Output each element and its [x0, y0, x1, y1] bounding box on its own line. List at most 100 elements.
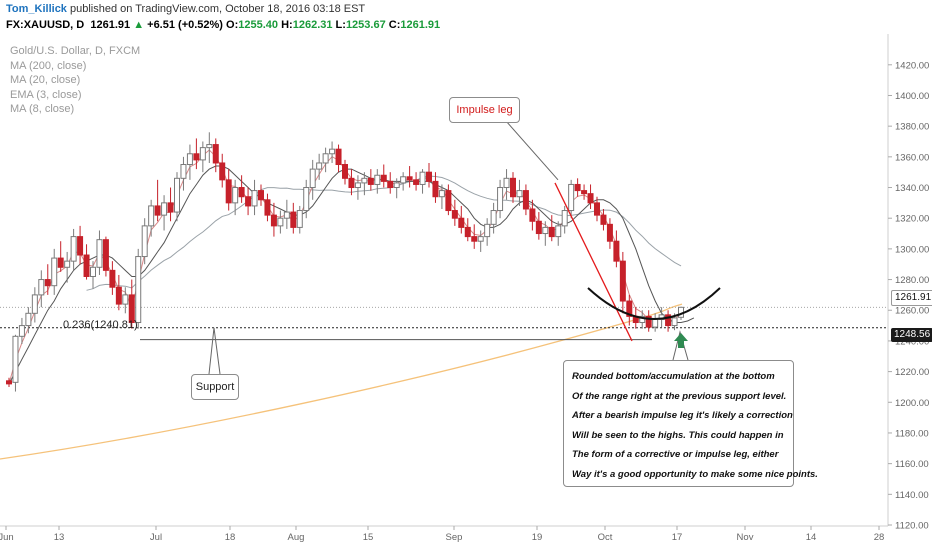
legend-ema3[interactable]: EMA (3, close) [10, 88, 82, 101]
candle-body [406, 176, 413, 181]
y-tick-label: 1120.00 [895, 521, 929, 532]
candle-body [232, 187, 239, 204]
close-value: 1261.91 [400, 19, 441, 31]
candle-body [212, 144, 219, 164]
candle-body [96, 239, 103, 268]
candle-body [516, 190, 523, 198]
candle-body [464, 226, 471, 238]
note-pointer [672, 330, 689, 361]
note-line: Of the range right at the previous suppo… [572, 390, 787, 402]
legend-ma20[interactable]: MA (20, close) [10, 74, 81, 86]
candle-body [626, 300, 633, 317]
candle-body [510, 177, 516, 198]
note-line: After a bearish impulse leg it's likely … [572, 410, 793, 422]
candle-body [613, 240, 620, 262]
candle-body [561, 210, 568, 227]
crosshair-price-tag: 1248.56 [891, 328, 932, 342]
x-tick-label: Jul [150, 532, 162, 543]
candle-body [322, 153, 329, 164]
support-pointer [208, 327, 221, 375]
axes: 1120.00 1140.00 1160.00 1180.00 1200.00 1220.… [0, 34, 929, 543]
level-lines [0, 306, 888, 341]
support-callout[interactable]: Support [191, 374, 239, 400]
note-line: The form of a corrective or impulse leg,… [572, 449, 779, 461]
legend-ma8[interactable]: MA (8, close) [10, 103, 75, 115]
candle-body [161, 202, 168, 216]
candle-body [31, 294, 38, 314]
y-tick-label: 1340.00 [895, 183, 929, 194]
x-tick-label: 18 [225, 532, 236, 543]
candle-body [471, 236, 478, 242]
symbol-label[interactable]: FX:XAUUSD, D [6, 19, 85, 31]
x-tick-label: 17 [672, 532, 683, 543]
candle-body [38, 279, 45, 296]
candle-body [225, 179, 232, 204]
up-arrow-icon: ▲ [133, 19, 145, 31]
x-tick-label: Nov [737, 532, 754, 543]
x-tick-label: Sep [446, 532, 463, 543]
y-tick-label: 1360.00 [895, 152, 929, 163]
candle-body [497, 187, 504, 212]
candle-body [600, 214, 607, 225]
candle-body [90, 266, 96, 277]
up-arrow-icon [674, 333, 688, 348]
candle-body [193, 153, 200, 161]
candle-body [458, 217, 465, 228]
candle-body [380, 174, 387, 182]
x-tick-label: 14 [806, 532, 817, 543]
drawings[interactable] [208, 120, 721, 375]
candle-body [490, 210, 497, 225]
high-label: H: [281, 19, 293, 31]
candle-body [606, 223, 613, 242]
close-label: C: [388, 19, 401, 31]
candle-body [290, 211, 297, 228]
y-tick-label: 1180.00 [895, 428, 929, 439]
candle-body [529, 208, 536, 222]
x-tick-label: Aug [288, 532, 305, 543]
ma200-path [0, 303, 683, 460]
candle-body [174, 177, 180, 213]
note-line: Way it's a good opportunity to make some… [572, 468, 818, 480]
y-tick-label: 1280.00 [895, 275, 929, 286]
publish-info: published on TradingView.com, October 18… [70, 3, 366, 15]
candle-body [645, 315, 652, 328]
candle-body [44, 279, 51, 287]
candle-body [555, 225, 562, 238]
candle-body [109, 269, 116, 288]
low-label: L: [335, 19, 346, 31]
candle-body [400, 176, 407, 184]
ma20-line [86, 175, 682, 291]
y-tick-label: 1260.00 [895, 306, 929, 317]
candle-body [115, 286, 122, 305]
candle-body [587, 193, 594, 204]
candle-body [594, 202, 600, 216]
candle-body [438, 190, 445, 198]
candle-body [64, 260, 71, 268]
price-chart[interactable]: 1120.00 1140.00 1160.00 1180.00 1200.00 1220.… [0, 34, 932, 550]
ma-path [86, 175, 682, 291]
publish-line: Tom_Killick published on TradingView.com… [6, 3, 365, 15]
impulse-leg-callout[interactable]: Impulse leg [449, 97, 520, 123]
analysis-note[interactable]: Rounded bottom/accumulation at the botto… [563, 360, 818, 487]
x-tick-label: Oct [598, 532, 613, 543]
legend-ma200[interactable]: MA (200, close) [10, 59, 87, 72]
candle-body [581, 190, 588, 195]
y-tick-label: 1420.00 [895, 60, 929, 71]
candle-body [432, 180, 439, 198]
note-line: Will be seen to the highs. This could ha… [572, 429, 784, 441]
open-value: 1255.40 [238, 19, 279, 31]
candle-body [445, 190, 452, 212]
candles [6, 132, 684, 392]
candle-body [258, 190, 264, 201]
candle-body [83, 254, 90, 277]
candle-body [135, 256, 142, 324]
fib-level-label: 0.236(1240.81) [63, 319, 138, 331]
candle-body [270, 214, 277, 227]
y-tick-label: 1140.00 [895, 490, 929, 501]
candle-body [251, 190, 258, 207]
price-change: +6.51 (+0.52%) [147, 19, 223, 31]
candle-body [238, 187, 245, 198]
open-label: O: [226, 19, 239, 31]
candle-body [25, 312, 32, 327]
author-link[interactable]: Tom_Killick [6, 3, 67, 15]
